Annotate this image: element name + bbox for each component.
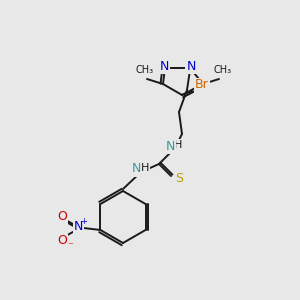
Text: +: + xyxy=(80,217,87,226)
Text: CH₃: CH₃ xyxy=(214,65,232,75)
Text: N: N xyxy=(165,140,175,152)
Text: S: S xyxy=(175,172,183,184)
Text: ⁻: ⁻ xyxy=(68,241,74,251)
Text: N: N xyxy=(74,220,83,232)
Text: N: N xyxy=(131,163,141,176)
Text: H: H xyxy=(174,140,182,150)
Text: Br: Br xyxy=(195,79,209,92)
Text: H: H xyxy=(141,163,149,173)
Text: N: N xyxy=(186,59,196,73)
Text: O: O xyxy=(58,209,68,223)
Text: O: O xyxy=(58,233,68,247)
Text: N: N xyxy=(159,59,169,73)
Text: CH₃: CH₃ xyxy=(136,65,154,75)
